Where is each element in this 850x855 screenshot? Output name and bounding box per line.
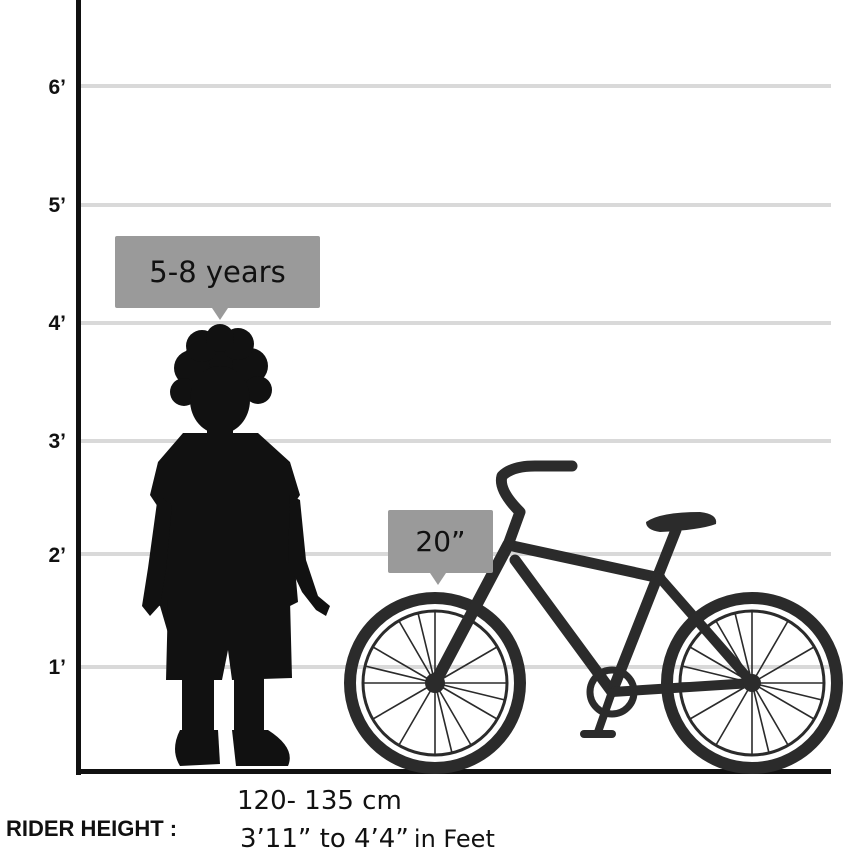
wheel-size-callout: 20” [388, 510, 493, 585]
rider-height-cm: 120- 135 cm [237, 786, 402, 816]
rider-height-label: RIDER HEIGHT : [6, 816, 178, 841]
age-range-text: 5-8 years [149, 255, 286, 289]
tick-label-5ft: 5’ [48, 194, 66, 217]
tick-label-4ft: 4’ [48, 312, 66, 335]
tick-label-1ft: 1’ [48, 656, 66, 679]
rider-height-feet-unit: in Feet [413, 825, 495, 853]
tick-label-6ft: 6’ [48, 76, 66, 99]
rider-height-feet-range: 3’11” to 4’4” [240, 824, 409, 854]
scale-line-1ft [80, 665, 831, 669]
scale-line-6ft [80, 84, 831, 88]
wheel-size-text: 20” [415, 525, 466, 558]
scale-line-5ft [80, 203, 831, 207]
scale-line-3ft [80, 439, 831, 443]
rider-height-feet: 3’11” to 4’4” in Feet [240, 824, 495, 854]
tick-label-2ft: 2’ [48, 544, 66, 567]
tick-label-3ft: 3’ [48, 430, 66, 453]
height-axis [76, 0, 81, 775]
scale-line-4ft [80, 321, 831, 325]
age-range-callout: 5-8 years [115, 236, 320, 320]
